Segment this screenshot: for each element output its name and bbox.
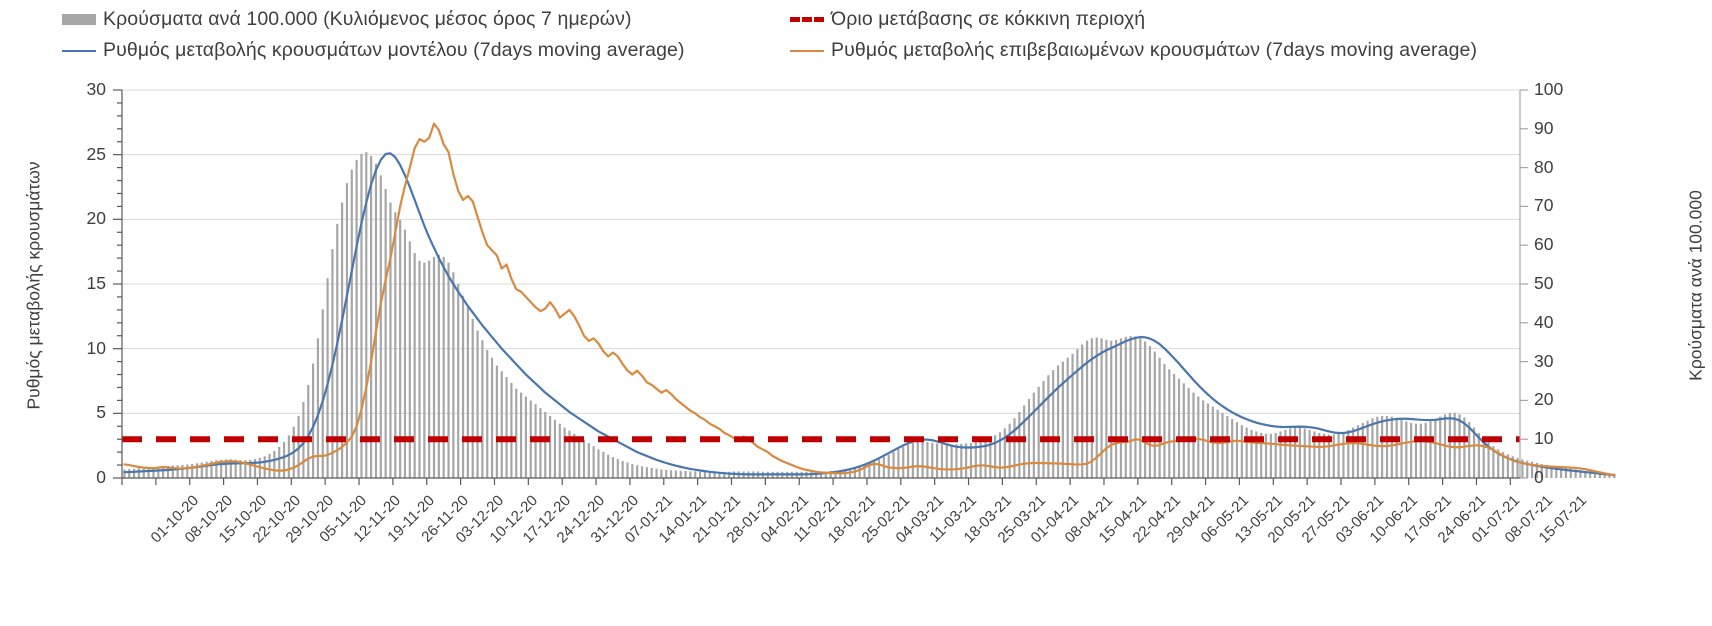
line-swatch-icon [790, 49, 824, 52]
legend-label: Κρούσματα ανά 100.000 (Κυλιόμενος μέσος … [103, 8, 632, 30]
y-axis-left-tick-label: 10 [86, 337, 106, 358]
legend-label: Ρυθμός μεταβολής επιβεβαιωμένων κρουσμάτ… [831, 39, 1478, 61]
y-axis-right-tick-label: 90 [1534, 117, 1554, 138]
y-axis-right-tick-label: 80 [1534, 156, 1554, 177]
y-axis-left-tick-label: 5 [96, 402, 106, 423]
legend-item-confirmed-rate[interactable]: Ρυθμός μεταβολής επιβεβαιωμένων κρουσμάτ… [790, 39, 1477, 62]
y-axis-left-tick-label: 30 [86, 79, 106, 99]
legend-label: Ρυθμός μεταβολής κρουσμάτων μοντέλου (7d… [103, 39, 685, 61]
y-axis-right-tick-label: 60 [1534, 234, 1554, 255]
chart-legend: Κρούσματα ανά 100.000 (Κυλιόμενος μέσος … [0, 0, 1712, 70]
y-axis-left-tick-label: 15 [86, 273, 106, 293]
legend-item-red-threshold[interactable]: Όριο μετάβασης σε κόκκινη περιοχή [790, 8, 1145, 31]
y-axis-left-tick-label: 25 [86, 143, 106, 164]
y-axis-left-tick-label: 20 [86, 208, 106, 229]
y-axis-right-tick-label: 10 [1534, 428, 1554, 449]
legend-label: Όριο μετάβασης σε κόκκινη περιοχή [831, 8, 1146, 30]
y-axis-right-tick-label: 40 [1534, 311, 1554, 332]
y-axis-right-tick-label: 100 [1534, 79, 1564, 99]
bar-swatch-icon [62, 14, 96, 25]
y-axis-right-tick-label: 50 [1534, 273, 1554, 293]
y-axis-right-tick-label: 20 [1534, 389, 1554, 410]
legend-item-cases-bars[interactable]: Κρούσματα ανά 100.000 (Κυλιόμενος μέσος … [62, 8, 632, 31]
y-axis-right-tick-label: 0 [1534, 467, 1544, 487]
legend-item-model-rate[interactable]: Ρυθμός μεταβολής κρουσμάτων μοντέλου (7d… [62, 39, 685, 62]
line-swatch-icon [62, 49, 96, 52]
dashed-line-swatch-icon [790, 17, 824, 22]
y-axis-right-tick-label: 70 [1534, 195, 1554, 216]
y-axis-left-tick-label: 0 [96, 467, 106, 487]
y-axis-right-tick-label: 30 [1534, 350, 1554, 371]
